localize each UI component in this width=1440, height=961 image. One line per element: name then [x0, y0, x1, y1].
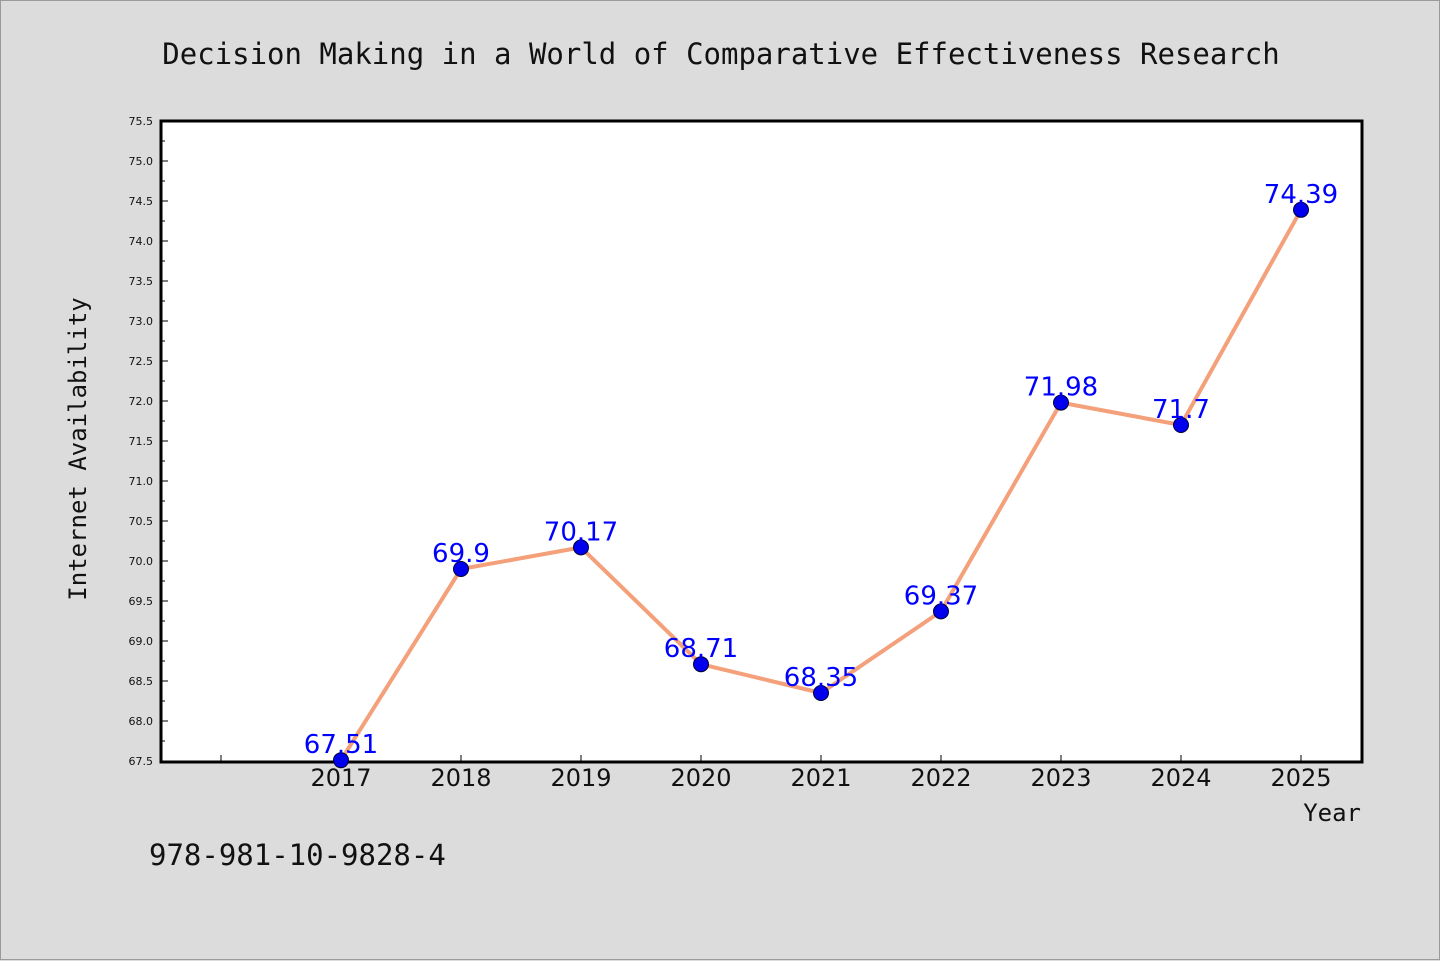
- y-tick-label: 69.0: [129, 635, 154, 648]
- data-point: [1173, 417, 1189, 433]
- x-tick-label: 2025: [1270, 764, 1331, 792]
- y-tick-label: 74.0: [129, 235, 154, 248]
- data-label: 69.37: [904, 581, 978, 611]
- y-tick-label: 71.0: [129, 475, 154, 488]
- data-label: 70.17: [544, 517, 618, 547]
- isbn-text: 978-981-10-9828-4: [149, 838, 446, 872]
- y-tick-label: 74.5: [129, 195, 154, 208]
- series-internet-availability: [333, 201, 1309, 769]
- y-tick-label: 75.0: [129, 155, 154, 168]
- chart-title: Decision Making in a World of Comparativ…: [162, 37, 1279, 71]
- plot-area: [159, 119, 1364, 764]
- y-tick-label: 75.5: [129, 115, 154, 128]
- data-point: [1053, 394, 1069, 411]
- x-axis: 2017 2018 2019 2020 2021 2022 2023 2024 2025: [220, 755, 1332, 792]
- x-tick-label: 2017: [310, 764, 371, 792]
- y-tick-label: 68.0: [129, 715, 154, 728]
- y-tick-label: 71.5: [129, 435, 154, 448]
- data-label: 68.35: [784, 663, 858, 693]
- x-tick-label: 2023: [1030, 764, 1091, 792]
- data-label: 69.9: [432, 539, 490, 569]
- data-point: [933, 603, 949, 620]
- data-label: 74.39: [1264, 180, 1338, 210]
- data-labels: 67.51 69.9 70.17 68.71 68.35 69.37 71.98 71.7 74…: [304, 180, 1338, 760]
- x-axis-label: Year: [1303, 799, 1361, 827]
- x-tick-label: 2018: [430, 764, 491, 792]
- data-point: [813, 685, 829, 701]
- x-tick-label: 2019: [550, 764, 611, 792]
- x-tick-label: 2021: [790, 764, 851, 792]
- data-point: [333, 752, 349, 769]
- data-label: 68.71: [664, 634, 738, 664]
- y-tick-label: 68.5: [129, 675, 154, 688]
- data-label: 67.51: [304, 730, 378, 760]
- y-tick-label: 70.0: [129, 555, 154, 568]
- y-tick-label: 67.5: [129, 755, 154, 768]
- x-tick-label: 2020: [670, 764, 731, 792]
- data-label: 71.7: [1152, 395, 1210, 425]
- data-point: [573, 539, 589, 556]
- y-tick-label: 72.0: [129, 395, 154, 408]
- y-axis: 67.5 68.0 68.5 69.0 69.5 70.0 70.5 71.0 71.5 72.0…: [129, 115, 168, 768]
- y-tick-label: 69.5: [129, 595, 154, 608]
- y-axis-label: Internet Availability: [64, 297, 92, 600]
- data-label: 71.98: [1024, 373, 1098, 403]
- y-tick-label: 70.5: [129, 515, 154, 528]
- y-tick-label: 73.0: [129, 315, 154, 328]
- data-point: [1293, 201, 1309, 218]
- x-tick-label: 2024: [1150, 764, 1211, 792]
- y-tick-label: 73.5: [129, 275, 154, 288]
- x-tick-label: 2022: [910, 764, 971, 792]
- y-tick-label: 72.5: [129, 355, 154, 368]
- data-point: [693, 656, 709, 673]
- data-point: [453, 561, 469, 577]
